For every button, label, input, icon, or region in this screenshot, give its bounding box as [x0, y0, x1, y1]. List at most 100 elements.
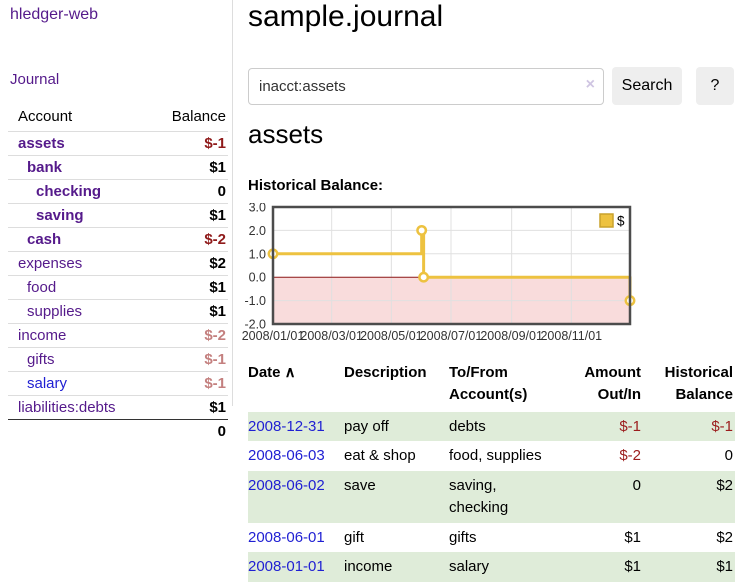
legend-swatch: [599, 213, 614, 228]
transaction-accounts: debts: [449, 417, 486, 435]
account-balance: $1: [144, 203, 228, 228]
account-link[interactable]: expenses: [18, 255, 83, 272]
search-button[interactable]: Search: [612, 67, 682, 105]
transaction-date-link[interactable]: 2008-06-01: [248, 528, 325, 546]
y-tick-label: 2.0: [249, 224, 266, 238]
transaction-amount: $-1: [619, 417, 641, 435]
y-tick-label: 1.0: [249, 247, 266, 261]
transaction-accounts: food, supplies: [449, 447, 542, 465]
y-tick-label: -1.0: [244, 294, 266, 308]
sidebar-item-journal[interactable]: Journal: [10, 71, 60, 88]
data-point-marker: [416, 224, 428, 236]
account-link[interactable]: salary: [27, 375, 68, 392]
account-row: assets $-1: [8, 131, 228, 156]
transaction-balance: $2: [716, 528, 733, 546]
transaction-amount: $-2: [619, 447, 641, 465]
account-link[interactable]: bank: [27, 159, 63, 176]
transaction-balance: $-1: [711, 417, 733, 435]
account-row: gifts $-1: [8, 347, 228, 372]
spacer: [8, 419, 145, 443]
account-balance: $1: [144, 395, 228, 420]
transaction-description: gift: [344, 528, 365, 546]
accounts-table-header: Account Balance: [8, 104, 228, 132]
transaction-date-link[interactable]: 2008-01-01: [248, 558, 325, 576]
y-tick-label: 0.0: [249, 271, 266, 285]
historical-balance-chart: 3.0 2.0 1.0 0.0 -1.0 -2.02008/01/012008/03/01…: [242, 203, 636, 343]
account-row: cash $-2: [8, 227, 228, 252]
x-tick-label: 2008/07/01: [420, 329, 483, 343]
transaction-description: eat & shop: [344, 447, 416, 465]
search-box: ×: [248, 67, 604, 105]
accounts-table: Account Balance assets $-1 bank $1 check…: [8, 104, 228, 443]
account-link[interactable]: liabilities:debts: [18, 399, 116, 416]
account-row: salary $-1: [8, 371, 228, 396]
account-balance: $-2: [144, 323, 228, 348]
x-tick-label: 2008/11/01: [540, 329, 602, 343]
account-page-heading: assets: [248, 119, 324, 149]
x-tick-label: 2008/01/01: [242, 329, 305, 343]
column-header-historical-balance: Historical Balance: [664, 364, 733, 403]
main-panel: sample.journal × Search ? assets Histori…: [233, 0, 742, 582]
help-button[interactable]: ?: [696, 67, 734, 105]
register-row: 2008-01-01 income salary $1 $1: [248, 552, 735, 582]
transaction-accounts: saving, checking: [449, 477, 509, 516]
x-tick-label: 2008/03/01: [300, 329, 363, 343]
page-title: sample.journal: [248, 0, 444, 33]
register-header-row: Date ∧ Description To/From Account(s) Amoun…: [248, 360, 735, 412]
register-table: Date ∧ Description To/From Account(s) Amoun…: [248, 360, 735, 582]
sort-ascending-icon: ∧: [280, 364, 296, 381]
transaction-description: income: [344, 558, 393, 576]
search-form: × Search ?: [248, 67, 734, 105]
transaction-amount: $1: [624, 558, 641, 576]
account-row: liabilities:debts $1: [8, 395, 228, 420]
transaction-accounts: gifts: [449, 528, 477, 546]
transaction-date-link[interactable]: 2008-06-03: [248, 447, 325, 465]
register-row: 2008-06-01 gift gifts $1 $2: [248, 523, 735, 553]
account-link[interactable]: supplies: [27, 303, 83, 320]
account-link[interactable]: income: [18, 327, 67, 344]
y-tick-label: -2.0: [244, 318, 266, 332]
account-link[interactable]: assets: [18, 135, 65, 152]
account-link[interactable]: checking: [36, 183, 102, 200]
accounts-total-row: 0: [8, 419, 228, 443]
account-balance: $-1: [144, 131, 228, 156]
account-balance: 0: [144, 179, 228, 204]
account-balance: $1: [144, 155, 228, 180]
app-brand-link[interactable]: hledger-web: [10, 6, 99, 23]
column-header-date[interactable]: Date ∧: [248, 364, 296, 381]
y-tick-label: 3.0: [249, 203, 266, 215]
transaction-balance: $1: [716, 558, 733, 576]
transaction-date-link[interactable]: 2008-06-02: [248, 477, 325, 494]
account-link[interactable]: gifts: [27, 351, 55, 368]
account-balance: $-2: [144, 227, 228, 252]
account-link[interactable]: food: [27, 279, 57, 296]
transaction-balance: $2: [716, 477, 733, 494]
account-row: checking 0: [8, 179, 228, 204]
transaction-description: pay off: [344, 417, 389, 435]
register-row: 2008-12-31 pay off debts $-1 $-1: [248, 411, 735, 442]
transaction-description: save: [344, 477, 376, 494]
chart-section-label: Historical Balance:: [248, 177, 384, 194]
accounts-total-balance: 0: [144, 419, 228, 443]
account-row: bank $1: [8, 155, 228, 180]
legend-label: $: [617, 214, 625, 229]
register-row: 2008-06-03 eat & shop food, supplies $-2 0: [248, 441, 735, 471]
transaction-balance: 0: [724, 447, 733, 465]
account-row: supplies $1: [8, 299, 228, 324]
account-balance: $-1: [144, 347, 228, 372]
plot-border: [271, 205, 632, 326]
column-header-to-from-account-s-: To/From Account(s): [449, 364, 528, 403]
data-point-marker: [418, 271, 430, 283]
register-row: 2008-06-02 save saving, checking 0 $2: [248, 471, 735, 523]
account-link[interactable]: saving: [36, 207, 84, 224]
clear-search-icon[interactable]: ×: [585, 75, 595, 93]
account-balance: $1: [144, 299, 228, 324]
account-link[interactable]: cash: [27, 231, 62, 248]
account-balance: $2: [144, 251, 228, 276]
account-balance: $-1: [144, 371, 228, 396]
x-tick-label: 2008/09/01: [480, 329, 543, 343]
account-balance: $1: [144, 275, 228, 300]
account-row: income $-2: [8, 323, 228, 348]
search-input[interactable]: [248, 67, 604, 105]
transaction-date-link[interactable]: 2008-12-31: [248, 417, 325, 435]
